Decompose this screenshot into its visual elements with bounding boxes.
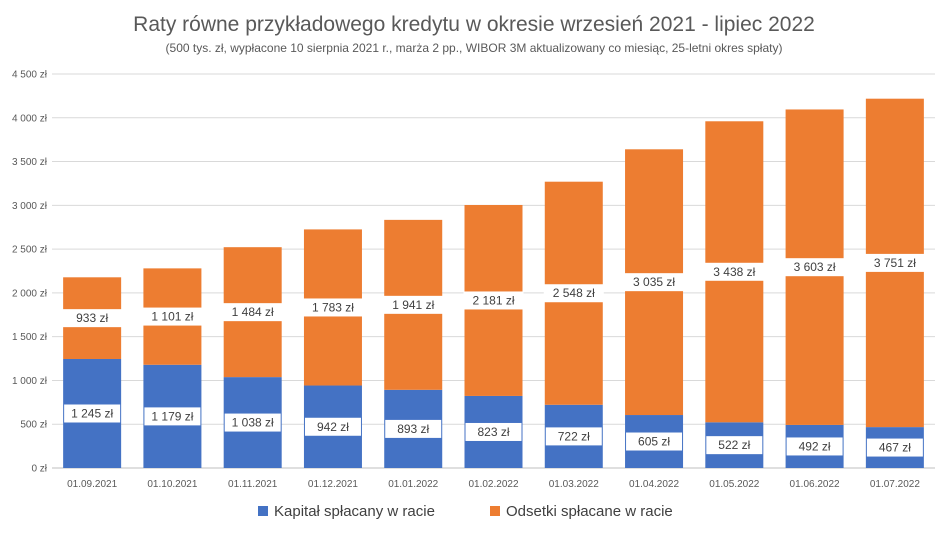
data-label-odsetki: 1 101 zł bbox=[151, 310, 193, 324]
data-label-kapital: 492 zł bbox=[799, 439, 831, 453]
data-label-kapital: 1 245 zł bbox=[71, 406, 113, 420]
y-axis-ticks: 0 zł 500 zł 1 000 zł 1 500 zł 2 000 zł 2 500 … bbox=[12, 70, 48, 475]
data-label-bg bbox=[786, 437, 843, 456]
data-label-bg bbox=[224, 413, 281, 432]
data-label-bg bbox=[626, 432, 683, 451]
data-labels: 1 245 zł 933 zł 1 179 zł 1 101 zł 1 038 zł 1 … bbox=[62, 253, 925, 457]
y-tick-label: 3 500 zł bbox=[12, 157, 48, 168]
data-label-kapital: 605 zł bbox=[638, 435, 670, 449]
data-label-bg bbox=[624, 273, 685, 292]
y-tick-label: 0 zł bbox=[31, 464, 47, 475]
data-label-odsetki: 1 941 zł bbox=[392, 298, 434, 312]
data-label-bg bbox=[463, 291, 524, 310]
y-tick-label: 2 000 zł bbox=[12, 288, 48, 299]
data-label-kapital: 467 zł bbox=[879, 441, 911, 455]
x-tick-label: 01.02.2022 bbox=[468, 479, 518, 490]
data-label-kapital: 942 zł bbox=[317, 420, 349, 434]
chart-subtitle: (500 tys. zł, wypłacone 10 sierpnia 2021… bbox=[166, 41, 783, 55]
data-label-bg bbox=[543, 284, 604, 303]
data-label-odsetki: 3 035 zł bbox=[633, 275, 675, 289]
x-tick-label: 01.01.2022 bbox=[388, 479, 438, 490]
x-tick-label: 01.06.2022 bbox=[790, 479, 840, 490]
data-label-bg bbox=[706, 436, 763, 455]
data-label-bg bbox=[866, 438, 923, 457]
data-label-bg bbox=[142, 307, 203, 326]
legend-swatch bbox=[258, 506, 268, 516]
data-label-kapital: 722 zł bbox=[558, 429, 590, 443]
data-label-bg bbox=[545, 427, 602, 446]
x-tick-label: 01.07.2022 bbox=[870, 479, 920, 490]
data-label-kapital: 893 zł bbox=[397, 422, 429, 436]
data-label-bg bbox=[784, 258, 845, 277]
data-label-bg bbox=[385, 419, 442, 438]
data-label-odsetki: 1 783 zł bbox=[312, 300, 354, 314]
y-tick-label: 4 500 zł bbox=[12, 70, 48, 81]
y-tick-label: 1 000 zł bbox=[12, 376, 48, 387]
data-label-odsetki: 3 438 zł bbox=[713, 265, 755, 279]
data-label-odsetki: 2 548 zł bbox=[553, 286, 595, 300]
data-label-bg bbox=[64, 404, 121, 423]
y-tick-label: 2 500 zł bbox=[12, 245, 48, 256]
x-axis-ticks: 01.09.2021 01.10.2021 01.11.2021 01.12.2021… bbox=[67, 479, 920, 490]
x-tick-label: 01.10.2021 bbox=[147, 479, 197, 490]
legend-label: Kapitał spłacany w racie bbox=[274, 503, 435, 520]
y-tick-label: 4 000 zł bbox=[12, 113, 48, 124]
data-label-bg bbox=[465, 422, 522, 441]
x-tick-label: 01.09.2021 bbox=[67, 479, 117, 490]
data-label-kapital: 1 179 zł bbox=[151, 409, 193, 423]
x-tick-label: 01.12.2021 bbox=[308, 479, 358, 490]
data-label-bg bbox=[704, 262, 765, 281]
data-label-odsetki: 3 603 zł bbox=[794, 260, 836, 274]
data-label-odsetki: 2 181 zł bbox=[472, 293, 514, 307]
chart-title: Raty równe przykładowego kredytu w okres… bbox=[133, 13, 815, 36]
y-tick-label: 500 zł bbox=[20, 420, 47, 431]
y-tick-label: 1 500 zł bbox=[12, 332, 48, 343]
data-label-bg bbox=[62, 309, 123, 328]
data-label-bg bbox=[144, 407, 201, 426]
data-label-kapital: 823 zł bbox=[477, 425, 509, 439]
legend-label: Odsetki spłacane w racie bbox=[506, 503, 673, 520]
data-label-bg bbox=[302, 298, 363, 317]
data-label-odsetki: 3 751 zł bbox=[874, 256, 916, 270]
data-label-odsetki: 933 zł bbox=[76, 311, 108, 325]
x-tick-label: 01.05.2022 bbox=[709, 479, 759, 490]
data-label-bg bbox=[222, 303, 283, 322]
y-tick-label: 3 000 zł bbox=[12, 201, 48, 212]
data-label-kapital: 1 038 zł bbox=[232, 416, 274, 430]
data-label-kapital: 522 zł bbox=[718, 438, 750, 452]
data-label-bg bbox=[304, 417, 361, 436]
data-label-odsetki: 1 484 zł bbox=[232, 305, 274, 319]
data-label-bg bbox=[383, 295, 444, 314]
x-tick-label: 01.04.2022 bbox=[629, 479, 679, 490]
data-label-bg bbox=[864, 253, 925, 272]
legend: Kapitał spłacany w racie Odsetki spłacane… bbox=[258, 503, 673, 520]
legend-swatch bbox=[490, 506, 500, 516]
x-tick-label: 01.11.2021 bbox=[228, 479, 278, 490]
x-tick-label: 01.03.2022 bbox=[549, 479, 599, 490]
